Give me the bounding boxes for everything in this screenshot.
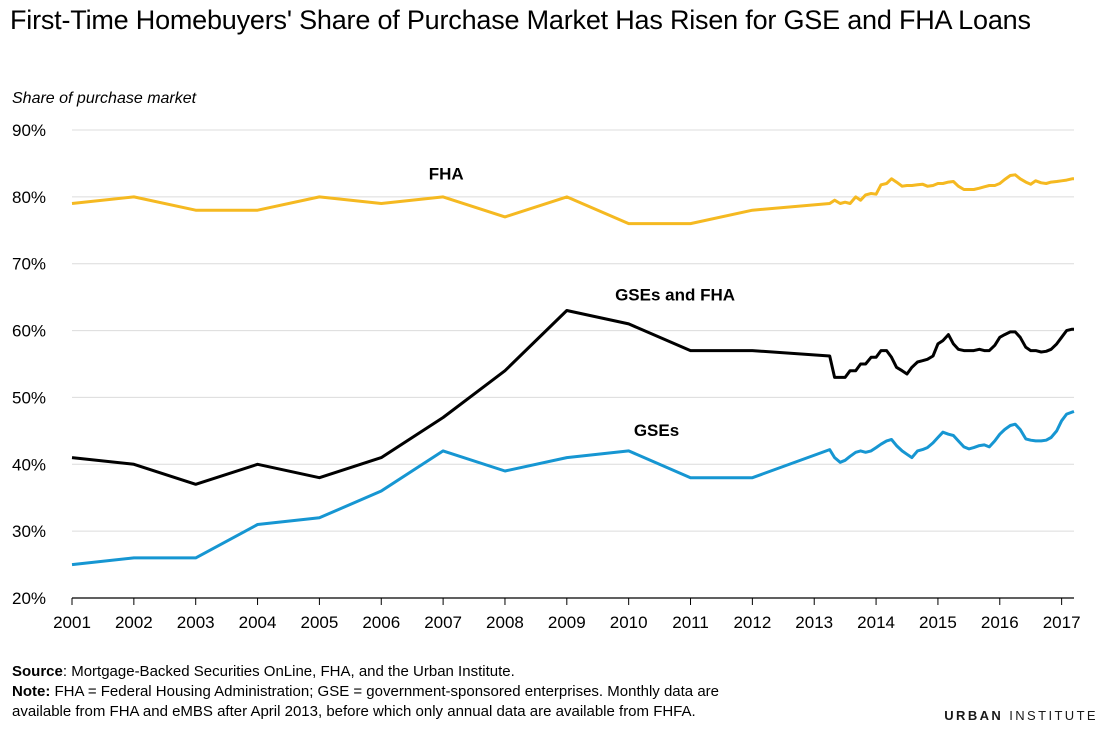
x-tick-label: 2012: [733, 613, 771, 632]
brand-part-1: URBAN: [944, 708, 1004, 723]
x-tick-label: 2008: [486, 613, 524, 632]
note-label: Note:: [12, 683, 51, 700]
urban-institute-logo: URBAN INSTITUTE: [944, 708, 1098, 723]
series-line-gses: [71, 410, 1075, 567]
y-tick-label: 30%: [12, 522, 46, 541]
x-tick-label: 2001: [53, 613, 91, 632]
x-tick-label: 2003: [177, 613, 215, 632]
source-text: : Mortgage-Backed Securities OnLine, FHA…: [62, 663, 515, 680]
y-tick-label: 40%: [12, 455, 46, 474]
y-axis-label: Share of purchase market: [12, 90, 197, 107]
x-tick-label: 2002: [115, 613, 153, 632]
y-tick-label: 80%: [12, 188, 46, 207]
chart-footer: Source: Mortgage-Backed Securities OnLin…: [12, 662, 719, 722]
x-tick-label: 2016: [981, 613, 1019, 632]
x-tick-label: 2004: [239, 613, 277, 632]
x-tick-label: 2006: [362, 613, 400, 632]
x-tick-label: 2005: [300, 613, 338, 632]
brand-part-2: INSTITUTE: [1003, 708, 1098, 723]
x-tick-label: 2011: [672, 613, 709, 632]
series-label: GSEs and FHA: [615, 285, 735, 304]
y-tick-label: 70%: [12, 255, 46, 274]
x-tick-label: 2007: [424, 613, 462, 632]
x-tick-label: 2014: [857, 613, 895, 632]
source-line: Source: Mortgage-Backed Securities OnLin…: [12, 662, 719, 682]
note-line: Note: FHA = Federal Housing Administrati…: [12, 682, 719, 702]
series-line-fha: [71, 173, 1074, 226]
x-tick-label: 2009: [548, 613, 586, 632]
source-label: Source: [12, 663, 63, 680]
series-label: GSEs: [634, 421, 679, 440]
note-text: FHA = Federal Housing Administration; GS…: [50, 683, 719, 700]
y-tick-label: 50%: [12, 388, 46, 407]
y-tick-label: 20%: [12, 589, 46, 608]
y-tick-label: 60%: [12, 322, 46, 341]
x-tick-label: 2013: [795, 613, 833, 632]
chart-title: First-Time Homebuyers' Share of Purchase…: [10, 5, 1031, 35]
line-chart: 20% 30% 40% 50% 60% 70% 80% 90% 2001 2002 2003 2004…: [12, 121, 1081, 632]
series-label: FHA: [429, 164, 464, 183]
x-tick-label: 2010: [610, 613, 648, 632]
y-tick-label: 90%: [12, 121, 46, 140]
note-line-2: available from FHA and eMBS after April …: [12, 703, 696, 720]
x-tick-label: 2015: [919, 613, 957, 632]
series-line-gses-and-fha: [71, 309, 1074, 486]
x-tick-label: 2017: [1043, 613, 1081, 632]
